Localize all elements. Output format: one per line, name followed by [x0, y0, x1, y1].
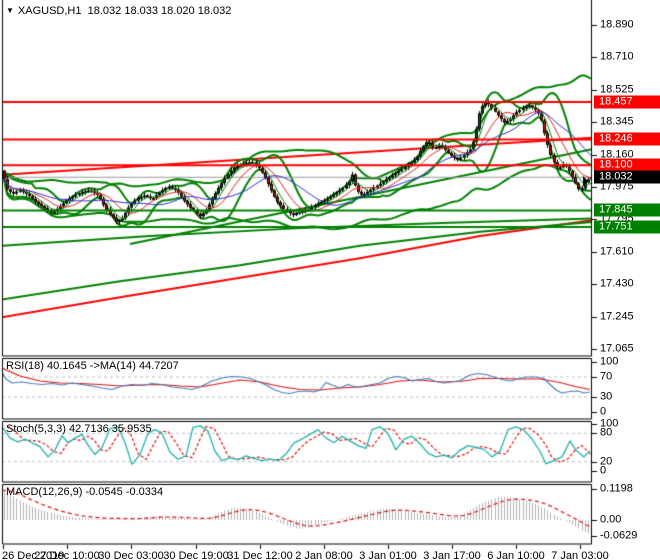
- time-axis-label: 30 Dec 19:00: [163, 550, 229, 560]
- time-axis-label: 30 Dec 03:00: [98, 550, 164, 560]
- price-badge-red: 18.100: [594, 158, 660, 172]
- rsi-axis-label: 70: [600, 370, 613, 383]
- time-axis-label: 7 Jan 03:00: [551, 550, 609, 560]
- price-badge-green: 17.751: [594, 220, 660, 234]
- price-axis-label: 17.065: [600, 342, 634, 355]
- rsi-axis-label: 0: [600, 405, 607, 418]
- rsi-indicator-label: RSI(18) 40.1645 ->MA(14) 44.7207: [6, 360, 179, 372]
- time-axis-label: 27 Dec 10:00: [34, 550, 100, 560]
- price-badge-red: 18.246: [594, 132, 660, 146]
- rsi-axis-label: 100: [600, 355, 619, 368]
- time-axis-label: 26 Dec 2019: [2, 550, 65, 560]
- macd-indicator-label: MACD(12,26,9) -0.0545 -0.0334: [6, 486, 164, 498]
- macd-axis-label: 0.1198: [600, 482, 633, 495]
- price-badge-green: 17.845: [594, 203, 660, 217]
- stoch-axis-label: 0: [600, 464, 607, 477]
- price-axis-label: 18.890: [600, 18, 634, 31]
- price-axis-label: 18.710: [600, 50, 634, 63]
- symbol-period-label: XAGUSD,H1: [17, 5, 82, 17]
- symbol-marker-icon: ▼: [6, 6, 14, 15]
- price-axis-label: 18.345: [600, 115, 634, 128]
- stoch-indicator-label: Stoch(5,3,3) 42.7136 35.9535: [6, 423, 152, 435]
- price-axis-label: 17.975: [600, 180, 634, 193]
- stoch-axis-label: 80: [600, 426, 613, 439]
- price-badge-red: 18.457: [594, 95, 660, 109]
- rsi-axis-label: 30: [600, 390, 613, 403]
- time-axis-label: 3 Jan 01:00: [359, 550, 417, 560]
- price-axis-label: 18.160: [600, 148, 634, 161]
- price-axis-label: 17.610: [600, 245, 634, 258]
- price-badge-black: 18.032: [594, 170, 660, 184]
- time-axis-label: 31 Dec 12:00: [227, 550, 293, 560]
- chart-title: ▼ XAGUSD,H1 18.032 18.033 18.020 18.032: [6, 5, 231, 17]
- price-axis-label: 17.245: [600, 310, 634, 323]
- stoch-axis-label: 20: [600, 455, 613, 468]
- price-axis-label: 18.525: [600, 83, 634, 96]
- price-axis-label: 17.430: [600, 277, 634, 290]
- stoch-axis-label: 100: [600, 417, 619, 430]
- macd-axis-label: -0.0629: [600, 529, 638, 542]
- ohlc-values: 18.032 18.033 18.020 18.032: [87, 5, 232, 17]
- time-axis-label: 3 Jan 17:00: [423, 550, 481, 560]
- macd-axis-label: 0.00: [600, 513, 622, 526]
- price-axis-label: 17.795: [600, 212, 634, 225]
- time-axis-label: 2 Jan 08:00: [295, 550, 353, 560]
- time-axis-label: 6 Jan 10:00: [487, 550, 545, 560]
